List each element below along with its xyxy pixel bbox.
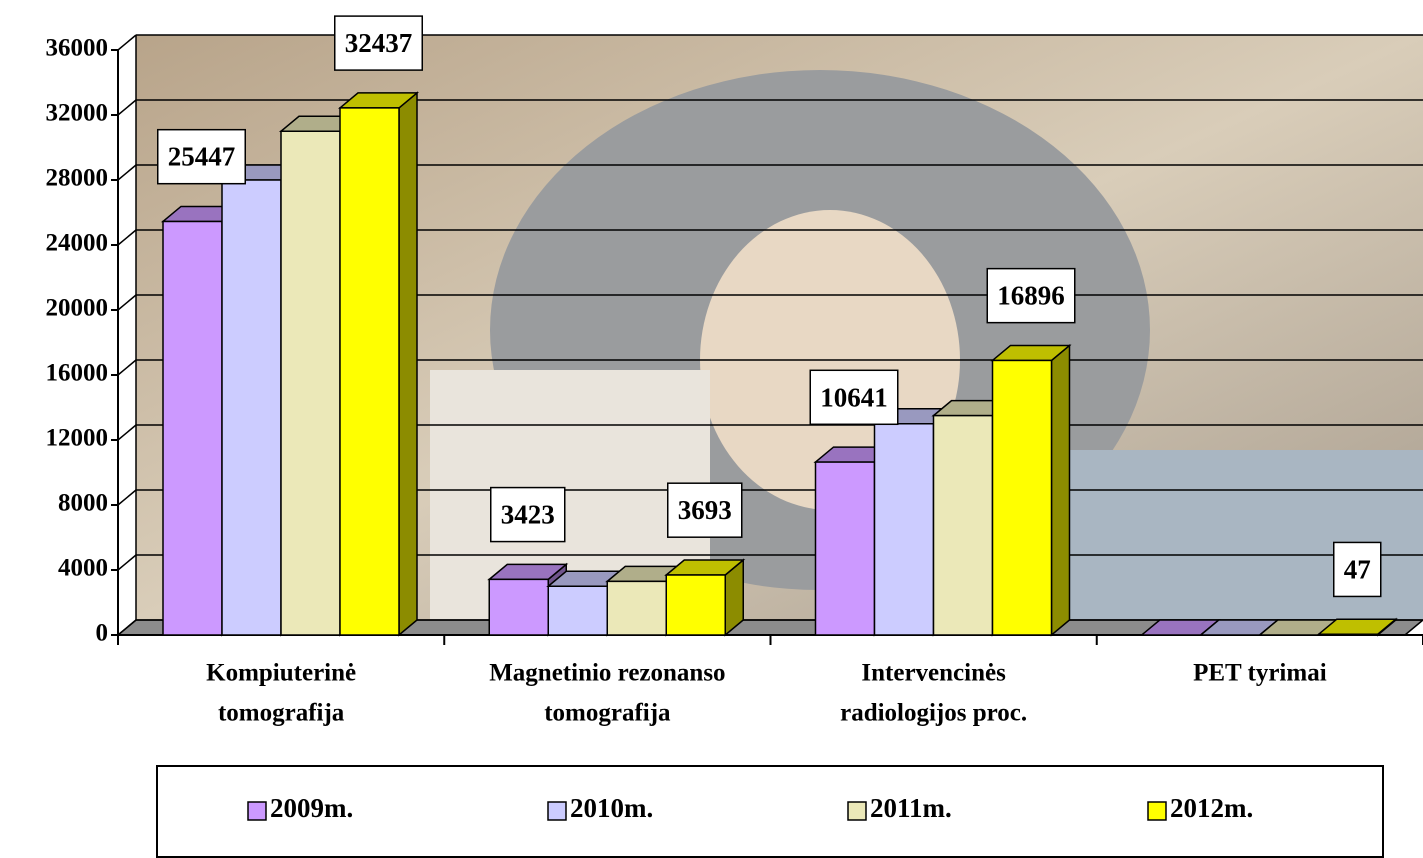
y-tick-label: 32000 bbox=[46, 100, 109, 127]
bar bbox=[993, 360, 1052, 635]
data-label: 16896 bbox=[997, 281, 1065, 311]
x-tick-label: tomografija bbox=[218, 700, 345, 727]
depth-line bbox=[118, 295, 136, 310]
depth-line bbox=[118, 490, 136, 505]
legend-label: 2011m. bbox=[870, 793, 952, 823]
x-tick-label: PET tyrimai bbox=[1193, 660, 1327, 687]
bar bbox=[875, 424, 934, 635]
bar bbox=[816, 462, 875, 635]
legend-label: 2012m. bbox=[1170, 793, 1253, 823]
y-tick-label: 24000 bbox=[46, 230, 109, 257]
bar bbox=[222, 180, 281, 635]
bar-side bbox=[399, 93, 417, 635]
depth-line bbox=[118, 555, 136, 570]
legend-swatch bbox=[548, 802, 566, 820]
bar bbox=[163, 221, 222, 635]
bar bbox=[548, 586, 607, 635]
data-label: 3693 bbox=[678, 495, 732, 525]
depth-line bbox=[118, 100, 136, 115]
legend-label: 2009m. bbox=[270, 793, 353, 823]
y-tick-label: 4000 bbox=[58, 555, 108, 582]
y-tick-label: 12000 bbox=[46, 425, 109, 452]
data-label: 47 bbox=[1344, 554, 1371, 584]
depth-line bbox=[118, 425, 136, 440]
depth-line bbox=[118, 35, 136, 50]
depth-line bbox=[118, 165, 136, 180]
y-tick-label: 0 bbox=[96, 620, 109, 647]
data-label: 25447 bbox=[168, 142, 236, 172]
bar bbox=[281, 131, 340, 635]
data-label: 32437 bbox=[345, 28, 413, 58]
bar bbox=[666, 575, 725, 635]
data-label: 3423 bbox=[501, 500, 555, 530]
bar-side bbox=[1052, 345, 1070, 635]
bar bbox=[340, 108, 399, 635]
y-tick-label: 16000 bbox=[46, 360, 109, 387]
chart: 0 4000 8000 12000 16000 20000 24000 28000 32000 3… bbox=[0, 0, 1423, 858]
depth-line bbox=[118, 360, 136, 375]
y-tick-label: 28000 bbox=[46, 165, 109, 192]
x-tick-label: Kompiuterinė bbox=[206, 660, 356, 687]
y-tick-label: 36000 bbox=[46, 35, 109, 62]
bar bbox=[1319, 634, 1378, 635]
bar bbox=[934, 416, 993, 635]
bar bbox=[489, 579, 548, 635]
legend-swatch bbox=[848, 802, 866, 820]
x-tick-label: radiologijos proc. bbox=[840, 700, 1027, 727]
y-tick-label: 8000 bbox=[58, 490, 108, 517]
data-label: 10641 bbox=[820, 382, 888, 412]
legend-label: 2010m. bbox=[570, 793, 653, 823]
depth-line bbox=[118, 230, 136, 245]
x-tick-label: tomografija bbox=[544, 700, 671, 727]
x-tick-label: Intervencinės bbox=[861, 660, 1006, 687]
y-tick-label: 20000 bbox=[46, 295, 109, 322]
page: {"chart_data": {"type": "bar3d", "catego… bbox=[0, 0, 1423, 858]
legend-swatch bbox=[1148, 802, 1166, 820]
x-tick-label: Magnetinio rezonanso bbox=[489, 660, 725, 687]
legend-swatch bbox=[248, 802, 266, 820]
bar bbox=[607, 581, 666, 635]
